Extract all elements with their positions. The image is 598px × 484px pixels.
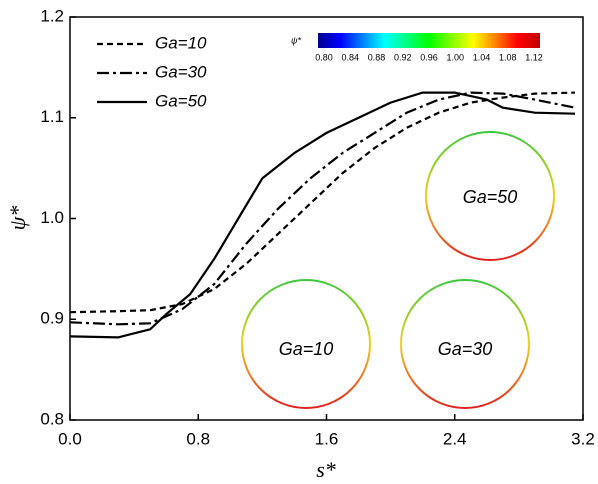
x-tick-label: 3.2 <box>571 429 595 448</box>
x-tick-label: 0.8 <box>186 429 210 448</box>
colorbar-tick-label: 0.84 <box>341 52 359 62</box>
x-tick-label: 1.6 <box>315 429 339 448</box>
plot-frame <box>69 16 584 421</box>
colorbar-tick-label: 0.80 <box>315 52 333 62</box>
legend-label: Ga=10 <box>155 33 207 52</box>
series-line <box>69 91 576 339</box>
colorbar-tick-label: 1.12 <box>525 52 543 62</box>
annotation: Ga=10 <box>279 339 334 359</box>
y-tick-label: 1.0 <box>40 208 64 227</box>
legend-label: Ga=50 <box>155 91 207 110</box>
bubble-outline <box>425 131 555 261</box>
y-tick-label: 0.8 <box>40 409 64 428</box>
bubble-outline <box>400 279 530 409</box>
y-tick-label: 0.9 <box>40 309 64 328</box>
y-axis-label: ψ* <box>5 206 30 231</box>
annotation: Ga=30 <box>438 339 493 359</box>
colorbar-tick-label: 1.08 <box>499 52 517 62</box>
colorbar <box>318 33 540 48</box>
colorbar-tick-label: 1.00 <box>446 52 464 62</box>
x-axis-label: s* <box>316 457 336 482</box>
y-tick-label: 1.2 <box>40 6 64 25</box>
annotation: Ga=50 <box>463 187 518 207</box>
legend-label: Ga=30 <box>155 62 207 81</box>
x-tick-label: 2.4 <box>443 429 467 448</box>
x-tick-label: 0.0 <box>58 429 82 448</box>
colorbar-tick-label: 0.96 <box>420 52 438 62</box>
bubble-outline <box>241 279 371 409</box>
colorbar-tick-label: 1.04 <box>473 52 491 62</box>
colorbar-tick-label: 0.88 <box>368 52 386 62</box>
colorbar-label: ψ* <box>291 35 302 45</box>
series-line <box>69 91 576 326</box>
colorbar-tick-label: 0.92 <box>394 52 412 62</box>
y-tick-label: 1.1 <box>40 107 64 126</box>
